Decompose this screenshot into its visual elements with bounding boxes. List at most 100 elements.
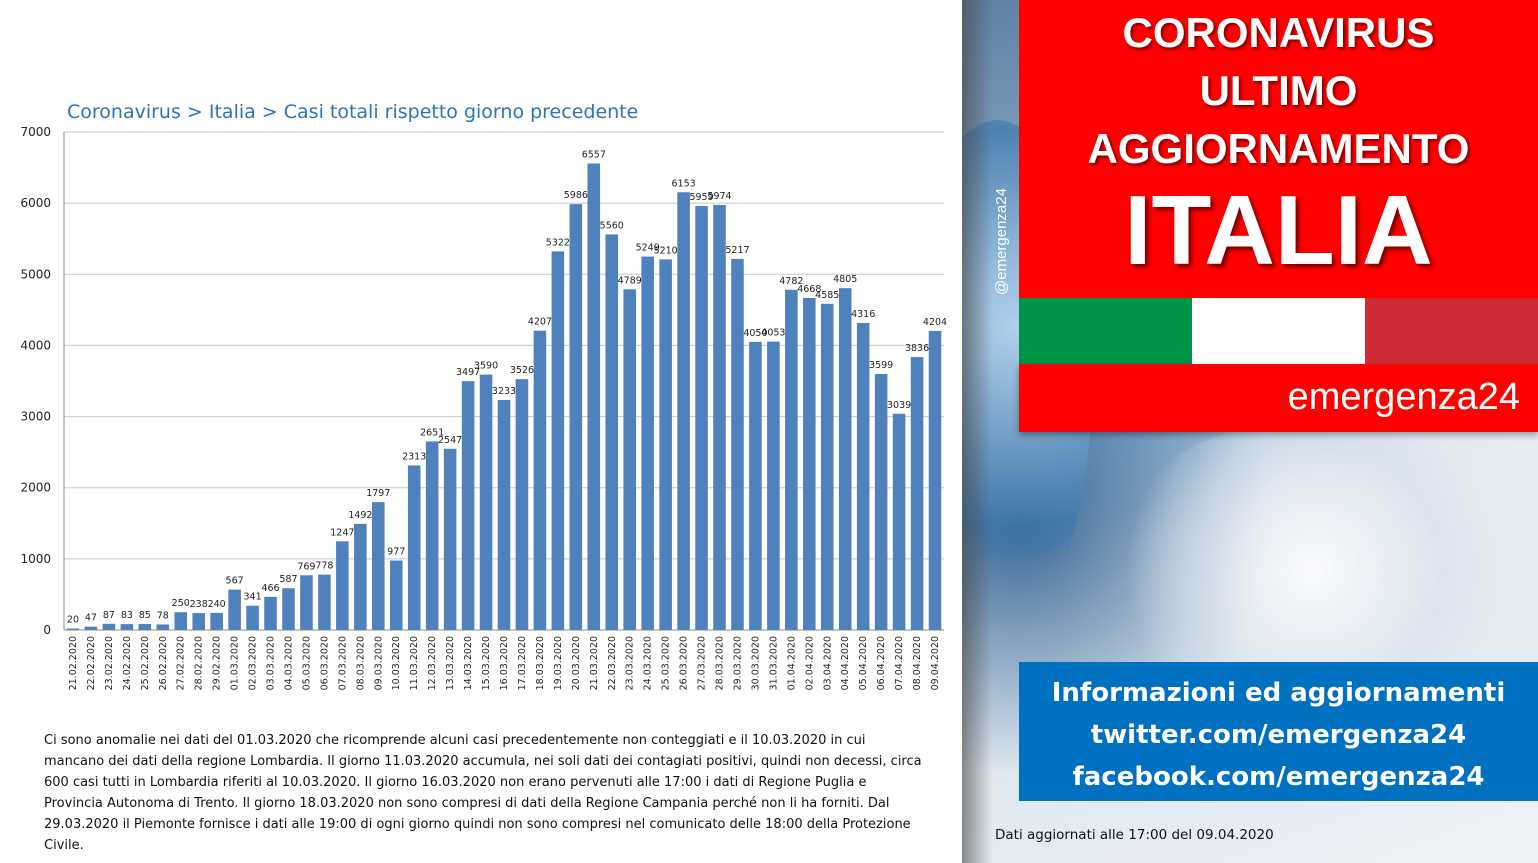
bar [856,322,870,630]
bar [659,259,672,630]
bar [282,588,295,630]
x-tick-label: 05.04.2020 [858,636,869,690]
bar [318,574,331,630]
bar [641,256,654,630]
data-label: 5249 [636,243,660,254]
data-label: 5986 [564,190,588,201]
x-tick-label: 27.02.2020 [176,636,187,690]
x-tick-label: 26.02.2020 [158,636,169,690]
x-tick-label: 09.03.2020 [373,636,384,690]
banner-edge-shadow [962,0,992,863]
bar [820,303,834,630]
bar [892,413,906,630]
facebook-link[interactable]: facebook.com/emergenza24 [1072,762,1485,792]
x-tick-label: 28.03.2020 [715,636,726,690]
brand-name: emergenza24 [1287,376,1520,418]
bar [84,626,98,630]
data-label: 47 [85,613,97,624]
x-tick-label: 28.02.2020 [194,636,205,690]
data-label: 2651 [420,427,444,438]
x-tick-label: 10.03.2020 [391,636,402,690]
data-label: 3526 [510,365,534,376]
y-axis-ticks: 0 1000 2000 3000 4000 5000 6000 7000 [20,125,51,637]
x-tick-label: 02.03.2020 [248,636,259,690]
x-tick-label: 27.03.2020 [697,636,708,690]
info-heading: Informazioni ed aggiornamenti [1051,678,1506,708]
x-tick-label: 23.02.2020 [104,636,115,690]
data-label: 5959 [689,192,713,203]
bar [605,234,619,630]
data-label: 4053 [761,328,785,339]
info-box: Informazioni ed aggiornamenti twitter.co… [1019,662,1538,801]
data-label: 567 [226,576,244,587]
x-tick-label: 03.03.2020 [266,636,277,690]
data-label: 78 [157,610,169,621]
y-tick-label: 0 [43,623,51,637]
x-tick-label: 13.03.2020 [445,636,456,690]
x-tick-label: 19.03.2020 [553,636,564,690]
data-label: 587 [279,574,297,585]
bar [102,623,116,630]
bar [210,612,223,630]
data-label: 4316 [851,309,875,320]
bar [785,289,798,630]
data-label: 5210 [654,245,678,256]
bar [174,612,188,630]
bar [407,465,421,630]
data-label: 4805 [833,274,857,285]
data-label: 85 [139,610,151,621]
y-tick-label: 1000 [20,552,51,566]
last-updated-text: Dati aggiornati alle 17:00 del 09.04.202… [995,827,1274,843]
social-handle-text: @emergenza24 [993,188,1010,295]
x-tick-label: 29.02.2020 [212,636,223,690]
y-tick-label: 4000 [20,338,51,352]
data-label: 4207 [528,317,552,328]
data-label: 6153 [671,178,695,189]
bar [623,289,636,630]
headline-aggiornamento: AGGIORNAMENTO [1087,125,1470,172]
data-label: 3836 [905,343,929,354]
data-label: 3599 [869,360,893,371]
data-anomalies-note: Ci sono anomalie nei dati del 01.03.2020… [44,733,922,853]
bars [66,163,942,631]
data-label: 5217 [725,245,749,256]
x-tick-label: 01.04.2020 [786,636,797,690]
data-label: 87 [103,610,115,621]
x-tick-label: 08.04.2020 [912,636,923,690]
x-tick-label: 05.03.2020 [301,636,312,690]
data-label: 238 [190,599,208,610]
data-label: 3039 [887,400,911,411]
bar [228,589,241,630]
data-label: 5974 [707,191,731,202]
twitter-link[interactable]: twitter.com/emergenza24 [1090,720,1467,750]
bar [443,448,457,630]
data-label: 2313 [402,451,426,462]
bar [156,624,170,630]
x-tick-label: 23.03.2020 [625,636,636,690]
bar [838,288,852,630]
headline-ultimo: ULTIMO [1199,67,1358,114]
x-axis-ticks: 21.02.2020 22.02.2020 23.02.2020 24.02.2020… [68,636,941,690]
bar [928,330,942,630]
data-label: 240 [208,599,226,610]
bar [497,400,511,630]
x-tick-label: 25.03.2020 [661,636,672,690]
x-tick-label: 01.03.2020 [230,636,241,690]
bar [749,341,762,630]
data-label: 20 [67,615,79,626]
data-label: 977 [387,546,405,557]
bar-chart: Coronavirus > Italia > Casi totali rispe… [20,101,947,690]
data-label: 4050 [743,328,767,339]
data-label: 769 [297,561,315,572]
data-label: 4782 [779,276,803,287]
x-tick-label: 29.03.2020 [732,636,743,690]
bar [677,192,690,630]
x-tick-label: 21.02.2020 [68,636,79,690]
y-tick-label: 2000 [20,481,51,495]
data-label: 3497 [456,367,480,378]
bar [372,502,385,630]
italian-flag [1019,298,1538,364]
x-tick-label: 16.03.2020 [499,636,510,690]
data-label: 5560 [600,220,624,231]
